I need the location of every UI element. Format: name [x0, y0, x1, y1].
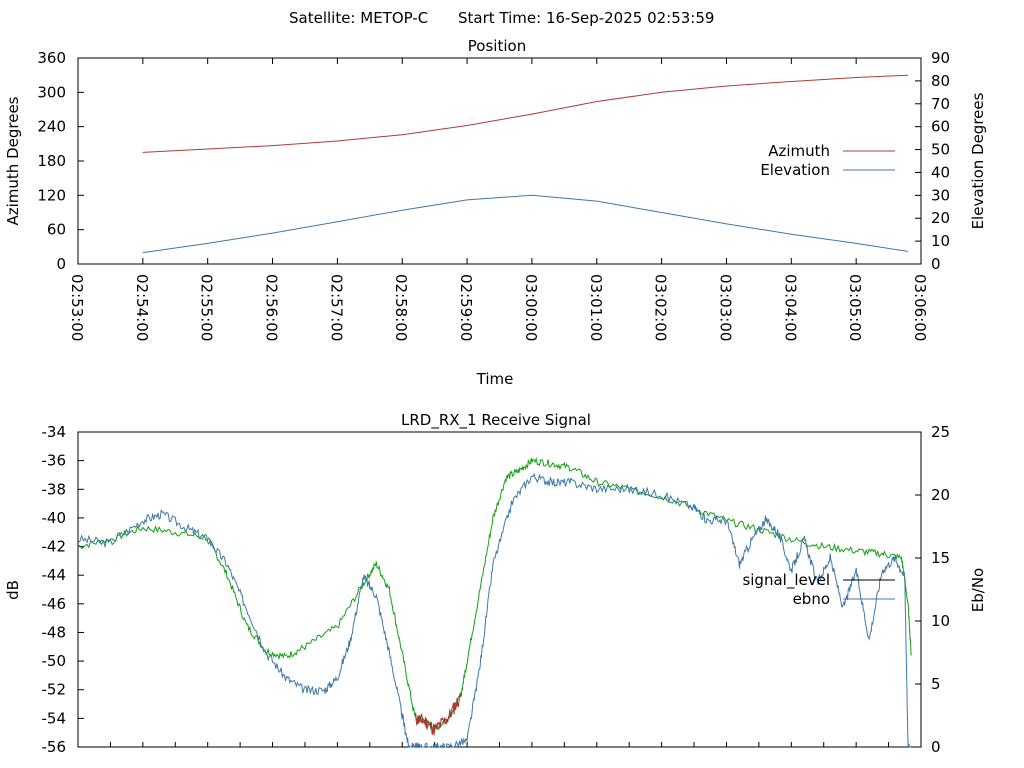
x-tick-label: 02:57:00	[327, 274, 345, 341]
y2-tick-label: 20	[931, 486, 950, 504]
signal-level-low-segment	[414, 693, 462, 736]
y-tick-label: 180	[37, 152, 66, 170]
y-tick-label: 300	[37, 83, 66, 101]
y2-tick-label: 10	[931, 232, 950, 250]
signal-y2-axis-label: Eb/No	[969, 568, 987, 612]
y-tick-label: 60	[47, 221, 66, 239]
x-tick-label: 02:59:00	[457, 274, 475, 341]
legend-signal-label: signal_level	[742, 571, 830, 590]
y2-tick-label: 40	[931, 163, 950, 181]
signal-level-line	[77, 456, 912, 734]
x-tick-label: 03:06:00	[911, 274, 929, 341]
position-x-axis-label: Time	[476, 370, 514, 388]
x-tick-label: 02:53:00	[68, 274, 86, 341]
y-tick-label: -48	[42, 623, 67, 641]
y2-tick-label: 60	[931, 118, 950, 136]
position-title: Position	[468, 37, 526, 55]
y2-tick-label: 0	[931, 255, 941, 273]
x-tick-label: 03:02:00	[652, 274, 670, 341]
y2-tick-label: 25	[931, 423, 950, 441]
y-tick-label: -44	[42, 566, 67, 584]
y2-tick-label: 5	[931, 675, 941, 693]
signal-y-axis-label: dB	[4, 580, 22, 600]
position-y-axis-label: Azimuth Degrees	[4, 96, 22, 225]
ebno-line	[77, 472, 912, 749]
y-tick-label: -46	[42, 595, 67, 613]
x-tick-label: 03:00:00	[522, 274, 540, 341]
y-tick-label: 360	[37, 49, 66, 67]
y2-tick-label: 30	[931, 186, 950, 204]
y-tick-label: -54	[42, 709, 67, 727]
azimuth-line	[142, 74, 909, 153]
y-tick-label: -42	[42, 538, 67, 556]
signal-legend: signal_level ebno	[742, 571, 895, 608]
position-axes: 0 60 120 180 240 300 360 0 10 20 30 40 50 60 70 80 90 02:…	[37, 49, 950, 341]
y2-tick-label: 0	[931, 738, 941, 756]
x-tick-label: 02:55:00	[198, 274, 216, 341]
y2-tick-label: 80	[931, 72, 950, 90]
y-tick-label: -50	[42, 652, 67, 670]
y2-tick-label: 15	[931, 549, 950, 567]
y-tick-label: 0	[56, 255, 66, 273]
legend-ebno-label: ebno	[793, 590, 830, 608]
x-tick-label: 02:54:00	[133, 274, 151, 341]
position-legend: Azimuth Elevation	[760, 142, 895, 179]
signal-title: LRD_RX_1 Receive Signal	[401, 411, 591, 430]
x-tick-label: 03:05:00	[846, 274, 864, 341]
position-chart: Position Azimuth Degrees Elevation Degre…	[4, 37, 987, 388]
y-tick-label: -52	[42, 681, 67, 699]
position-y2-axis-label: Elevation Degrees	[969, 92, 987, 229]
y-tick-label: -56	[42, 738, 67, 756]
y-tick-label: -40	[42, 509, 67, 527]
y-tick-label: -36	[42, 452, 67, 470]
signal-chart: LRD_RX_1 Receive Signal dB Eb/No -56-54-…	[4, 411, 987, 756]
signal-axes: -56 -54 -52 -50 -48 -46 -44 -42 -40 -38 -36 -34 0 5 10…	[42, 423, 951, 756]
legend-azimuth-label: Azimuth	[768, 142, 830, 160]
x-tick-label: 02:58:00	[392, 274, 410, 341]
y-tick-label: 240	[37, 118, 66, 136]
y-tick-label: -34	[42, 423, 67, 441]
y2-tick-label: 90	[931, 49, 950, 67]
x-tick-label: 03:01:00	[587, 274, 605, 341]
y-tick-label: -38	[42, 480, 67, 498]
x-tick-label: 03:03:00	[716, 274, 734, 341]
elevation-line	[142, 194, 909, 254]
satellite-label: Satellite: METOP-C	[289, 9, 428, 27]
start-time-label: Start Time: 16-Sep-2025 02:53:59	[458, 9, 714, 27]
x-tick-label: 03:04:00	[781, 274, 799, 341]
y2-tick-label: 50	[931, 141, 950, 159]
y2-tick-label: 10	[931, 612, 950, 630]
y-tick-label: 120	[37, 186, 66, 204]
legend-elevation-label: Elevation	[760, 161, 830, 179]
y2-tick-label: 70	[931, 95, 950, 113]
x-tick-label: 02:56:00	[263, 274, 281, 341]
y2-tick-label: 20	[931, 209, 950, 227]
